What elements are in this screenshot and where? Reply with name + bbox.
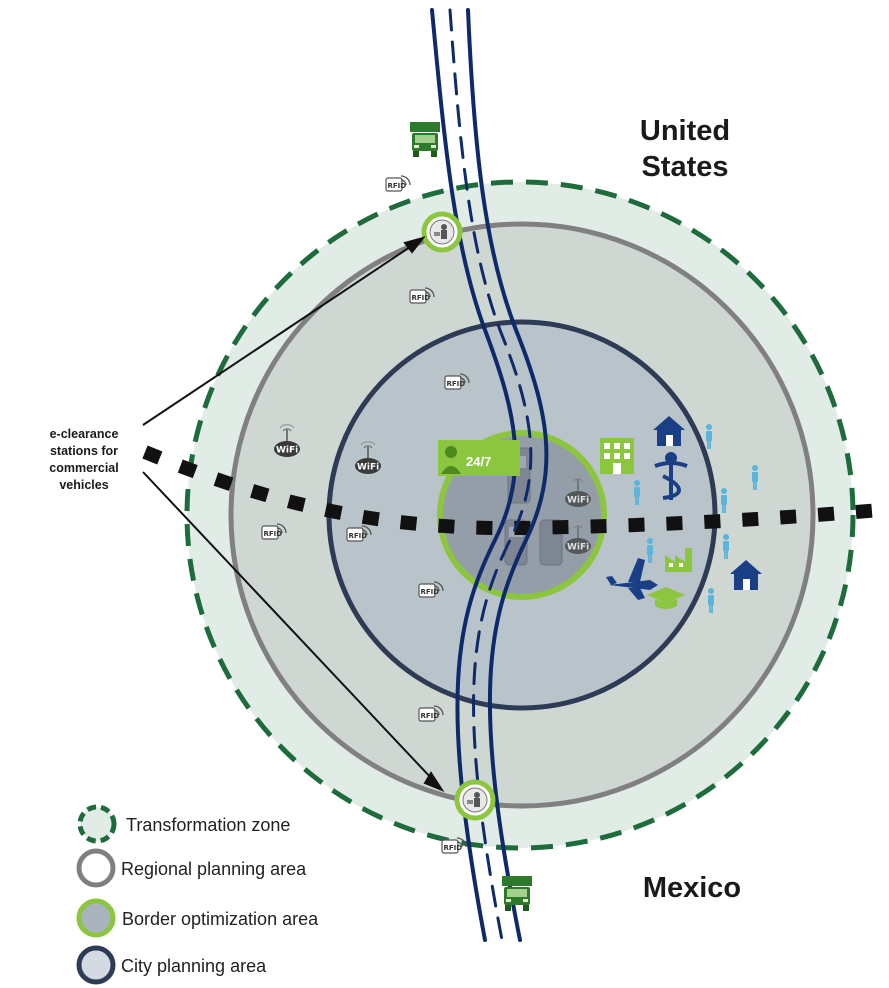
legend-label: Transformation zone bbox=[126, 815, 290, 835]
airplane-icon bbox=[606, 558, 658, 600]
customs-officer-icon bbox=[457, 782, 493, 818]
callout-arrows bbox=[142, 236, 445, 793]
open-hours-label: 24/7 bbox=[466, 454, 491, 469]
person-24-7-icon: 24/7 bbox=[438, 440, 520, 476]
legend-label: Regional planning area bbox=[121, 859, 307, 879]
mexico-label: Mexico bbox=[643, 872, 741, 904]
callout-line-4: vehicles bbox=[59, 478, 108, 492]
callout-line-1: e-clearance bbox=[50, 427, 119, 441]
legend-item-transformation-zone: Transformation zone bbox=[77, 804, 290, 844]
callout-line-2: stations for bbox=[50, 444, 118, 458]
callout-line-3: commercial bbox=[49, 461, 118, 475]
united-states-label-line1: United bbox=[640, 115, 730, 147]
legend-item-regional-planning-area: Regional planning area bbox=[76, 848, 307, 888]
rfid-icon bbox=[385, 175, 411, 192]
legend-item-city-planning-area: City planning area bbox=[76, 945, 267, 985]
graduation-cap-icon bbox=[647, 587, 685, 609]
border-line bbox=[142, 445, 881, 536]
truck-icon bbox=[502, 876, 532, 911]
legend-label: Border optimization area bbox=[122, 909, 319, 929]
truck-icon bbox=[410, 122, 440, 157]
rfid-icon bbox=[441, 837, 467, 854]
factory-icon bbox=[665, 548, 692, 572]
united-states-label-line2: States bbox=[641, 151, 728, 183]
medical-caduceus-icon bbox=[654, 452, 688, 500]
legend: Transformation zone Regional planning ar… bbox=[76, 804, 319, 985]
customs-officer-icon bbox=[424, 214, 460, 250]
hospital-building-icon bbox=[600, 438, 634, 474]
e-clearance-callout: e-clearance stations for commercial vehi… bbox=[49, 427, 118, 492]
legend-item-border-optimization-area: Border optimization area bbox=[76, 898, 319, 938]
legend-label: City planning area bbox=[121, 956, 267, 976]
